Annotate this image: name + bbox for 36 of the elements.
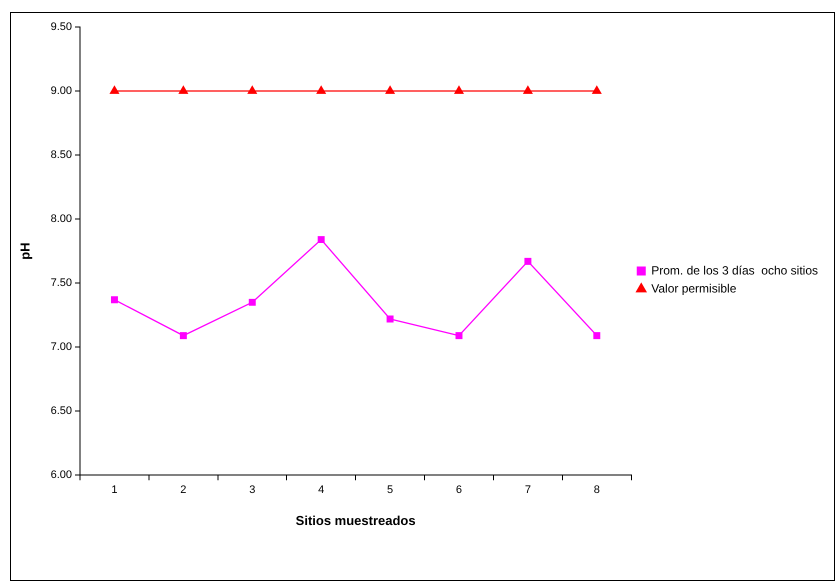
point	[386, 315, 394, 322]
point	[248, 298, 256, 306]
y-tick-label: 9.00	[50, 85, 72, 98]
point	[248, 86, 257, 94]
point	[110, 296, 118, 304]
x-tick-label: 4	[318, 484, 324, 496]
x-tick-label: 6	[456, 484, 462, 496]
point	[523, 86, 532, 94]
x-tick-label: 5	[387, 484, 394, 496]
point	[318, 236, 325, 244]
y-tick-label: 7.00	[50, 341, 72, 354]
point	[110, 86, 120, 94]
y-tick-label: 6.50	[50, 405, 72, 418]
y-tick-label: 6.00	[50, 469, 72, 482]
y-axis-title: pH	[17, 242, 32, 260]
legend-label: Valor permisible	[651, 281, 737, 296]
point	[316, 86, 326, 94]
y-tick-label: 9.50	[50, 21, 72, 34]
point	[386, 86, 395, 94]
point	[180, 332, 187, 340]
point	[454, 86, 464, 94]
legend-label: Prom. de los 3 días ocho sitios	[651, 263, 818, 278]
point	[524, 258, 532, 265]
x-tick-label: 7	[524, 484, 531, 496]
y-tick-label: 8.00	[50, 213, 72, 226]
point	[178, 86, 188, 94]
point	[592, 86, 602, 94]
point	[456, 332, 462, 340]
y-tick-label: 8.50	[50, 149, 72, 162]
x-tick-label: 8	[594, 484, 600, 496]
x-tick-label: 2	[180, 484, 186, 496]
y-tick-label: 7.50	[50, 277, 72, 290]
x-tick-label: 1	[111, 484, 118, 496]
x-tick-label: 3	[249, 484, 256, 496]
point	[593, 332, 600, 340]
x-axis-title: Sitios muestreados	[296, 512, 416, 528]
